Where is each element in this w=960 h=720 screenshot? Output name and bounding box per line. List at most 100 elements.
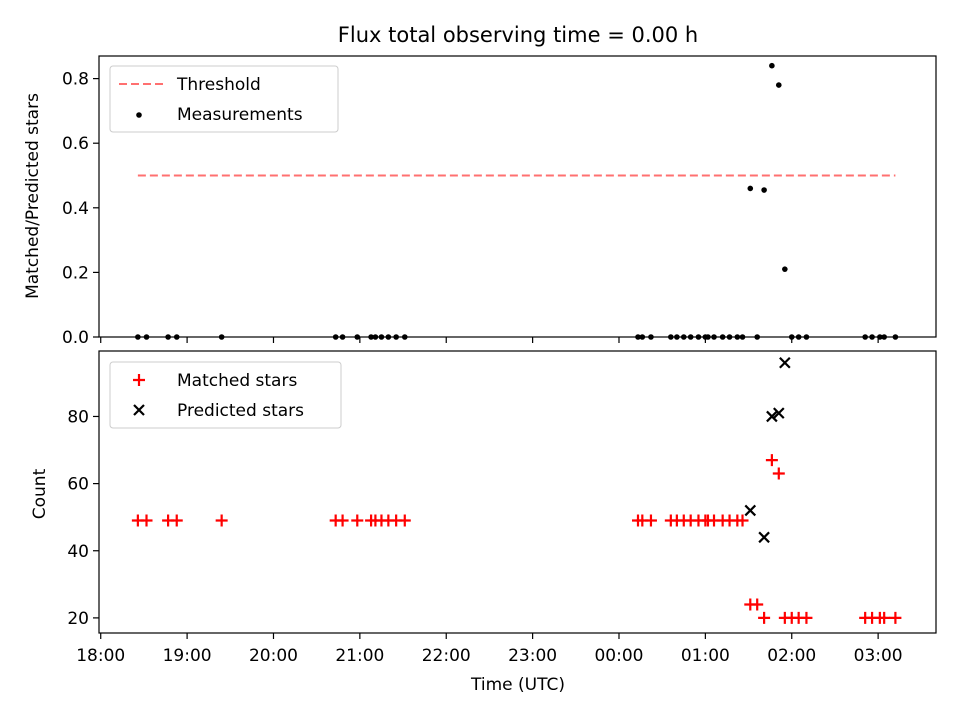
legend-measurements-swatch — [136, 112, 142, 118]
x-tick-label: 18:00 — [76, 646, 125, 666]
x-tick-label: 01:00 — [681, 646, 730, 666]
bottom-y-tick-label: 60 — [67, 475, 89, 495]
bottom-y-axis-label: Count — [30, 468, 50, 519]
predicted-star-point — [779, 356, 791, 369]
bottom-y-axis: 20 40 60 80 — [67, 407, 99, 629]
measurement-point — [788, 334, 795, 340]
top-legend-frame — [109, 65, 339, 133]
legend-measurements-label: Measurements — [177, 105, 303, 125]
bottom-panel: 20 40 60 80 18:00 19:00 20:00 21:00 22:00 23:00 0… — [30, 350, 937, 695]
measurement-point — [775, 82, 782, 88]
top-y-axis-label: Matched/Predicted stars — [23, 93, 43, 299]
matched-star-point — [889, 611, 902, 624]
measurement-point — [711, 334, 717, 340]
matched-star-point — [751, 598, 764, 611]
x-tick-label: 00:00 — [594, 646, 643, 666]
measurements-series — [135, 62, 899, 340]
x-axis-label: Time (UTC) — [470, 675, 565, 695]
predicted-star-point — [773, 407, 785, 419]
measurement-point — [754, 334, 760, 340]
measurement-point — [803, 334, 810, 340]
predicted-star-point — [766, 410, 778, 423]
measurement-point — [639, 334, 646, 340]
chart-title: Flux total observing time = 0.00 h — [338, 23, 698, 47]
measurement-point — [674, 334, 680, 340]
measurement-point — [761, 187, 767, 193]
measurement-point — [695, 334, 702, 340]
top-legend: Threshold Measurements — [109, 65, 339, 133]
matched-star-point — [336, 514, 349, 527]
bottom-legend-frame — [109, 361, 342, 429]
measurement-point — [332, 334, 339, 340]
matched-star-point — [758, 611, 771, 624]
x-tick-label: 20:00 — [249, 646, 298, 666]
top-y-tick-label: 0.8 — [62, 70, 89, 90]
measurement-point — [648, 334, 654, 340]
matched-star-point — [215, 514, 228, 527]
top-y-tick-label: 0.6 — [62, 134, 89, 154]
measurement-point — [769, 62, 775, 69]
measurement-point — [726, 334, 733, 340]
matched-star-point — [644, 514, 657, 527]
x-tick-label: 02:00 — [767, 646, 816, 666]
measurement-point — [734, 334, 741, 340]
top-y-tick-label: 0.0 — [62, 328, 89, 348]
measurement-point — [143, 334, 150, 340]
x-tick-label: 21:00 — [335, 646, 384, 666]
measurement-point — [862, 334, 868, 340]
top-y-axis: 0.0 0.2 0.4 0.6 0.8 — [62, 70, 99, 348]
legend-predicted-swatch — [133, 404, 145, 416]
top-y-tick-label: 0.4 — [62, 199, 89, 219]
matched-star-point — [170, 514, 183, 527]
x-tick-label: 19:00 — [163, 646, 212, 666]
measurement-point — [782, 266, 788, 272]
measurement-point — [378, 334, 385, 340]
legend-predicted-label: Predicted stars — [177, 401, 304, 421]
predicted-star-point — [758, 531, 770, 544]
predicted-star-point — [744, 504, 757, 517]
matched-star-point — [736, 514, 749, 527]
bottom-y-tick-label: 80 — [67, 407, 89, 427]
measurement-point — [173, 334, 180, 340]
x-tick-label: 22:00 — [422, 646, 471, 666]
measurement-point — [739, 334, 746, 340]
measurement-point — [747, 185, 754, 192]
x-tick-label: 23:00 — [508, 646, 557, 666]
measurement-point — [135, 334, 141, 340]
legend-threshold-label: Threshold — [176, 75, 261, 95]
x-tick-label: 03:00 — [854, 646, 903, 666]
measurement-point — [339, 334, 346, 340]
matched-star-point — [800, 611, 813, 624]
measurement-point — [877, 334, 883, 340]
bottom-y-tick-label: 20 — [67, 609, 89, 629]
measurement-point — [719, 334, 726, 340]
measurement-point — [668, 334, 674, 340]
bottom-y-tick-label: 40 — [67, 542, 89, 562]
measurement-point — [401, 334, 408, 340]
matched-star-point — [765, 454, 778, 467]
legend-matched-swatch — [133, 374, 145, 386]
measurement-point — [368, 334, 374, 340]
measurement-point — [385, 334, 392, 340]
measurement-point — [372, 334, 379, 340]
legend-matched-label: Matched stars — [177, 371, 297, 391]
bottom-x-axis: 18:00 19:00 20:00 21:00 22:00 23:00 00:00 01:00… — [76, 633, 903, 666]
matched-star-point — [398, 514, 411, 527]
matched-star-point — [140, 514, 153, 527]
measurement-point — [680, 334, 687, 340]
bottom-series — [131, 356, 902, 624]
matched-star-point — [772, 467, 785, 480]
top-y-tick-label: 0.2 — [62, 263, 89, 283]
measurement-point — [354, 334, 361, 340]
measurement-point — [869, 334, 875, 340]
measurement-point — [705, 334, 711, 340]
measurement-point — [881, 334, 887, 340]
measurement-point — [687, 334, 694, 340]
matched-star-point — [351, 514, 364, 527]
measurement-point — [892, 334, 899, 340]
matched-star-point — [878, 611, 891, 624]
measurement-point — [165, 334, 171, 340]
measurement-point — [635, 334, 641, 340]
measurement-point — [795, 334, 802, 340]
